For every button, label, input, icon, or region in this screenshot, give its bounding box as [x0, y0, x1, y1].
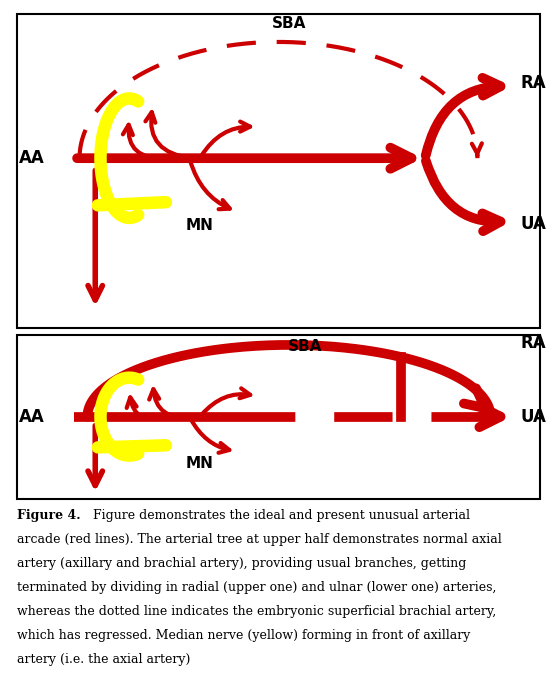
Text: Figure demonstrates the ideal and present unusual arterial: Figure demonstrates the ideal and presen…: [89, 509, 470, 522]
Text: whereas the dotted line indicates the embryonic superficial brachial artery,: whereas the dotted line indicates the em…: [17, 605, 496, 618]
Text: artery (i.e. the axial artery): artery (i.e. the axial artery): [17, 653, 190, 666]
Text: Figure 4.: Figure 4.: [17, 509, 80, 522]
Text: MN: MN: [186, 219, 214, 234]
Text: MN: MN: [186, 456, 214, 471]
Text: AA: AA: [19, 149, 45, 167]
Text: UA: UA: [520, 408, 546, 426]
Text: arcade (red lines). The arterial tree at upper half demonstrates normal axial: arcade (red lines). The arterial tree at…: [17, 533, 501, 546]
Text: terminated by dividing in radial (upper one) and ulnar (lower one) arteries,: terminated by dividing in radial (upper …: [17, 581, 496, 594]
Text: which has regressed. Median nerve (yellow) forming in front of axillary: which has regressed. Median nerve (yello…: [17, 629, 470, 642]
FancyArrowPatch shape: [426, 78, 501, 156]
Text: SBA: SBA: [272, 16, 306, 31]
Text: UA: UA: [520, 215, 546, 233]
Text: AA: AA: [19, 408, 45, 426]
Text: RA: RA: [520, 334, 546, 352]
FancyArrowPatch shape: [426, 161, 501, 231]
Text: artery (axillary and brachial artery), providing usual branches, getting: artery (axillary and brachial artery), p…: [17, 557, 466, 570]
Text: SBA: SBA: [287, 339, 322, 354]
Text: RA: RA: [520, 74, 546, 92]
